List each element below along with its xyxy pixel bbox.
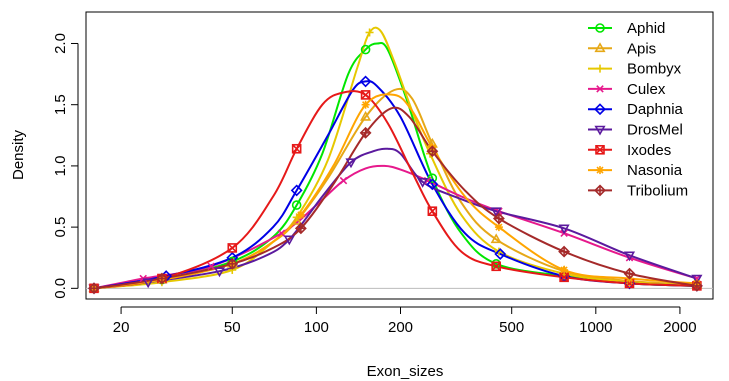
point-ixodes [291,143,302,154]
legend-label: DrosMel [627,122,683,139]
point-drosmel [490,207,502,218]
legend-item-tribolium: Tribolium [588,182,688,199]
x-tick-label: 20 [113,319,130,336]
series-line-daphnia [93,80,697,290]
x-tick-label: 200 [388,319,413,336]
point-ixodes [360,90,371,100]
point-drosmel [213,267,226,278]
point-daphnia [359,75,372,88]
point-drosmel [691,274,703,285]
legend-marker-culex [596,85,604,93]
legend-item-daphnia: Daphnia [588,101,684,118]
plot-area [85,11,714,300]
point-drosmel [142,278,154,289]
point-ixodes [491,261,501,272]
legend-item-nasonia: Nasonia [588,162,683,179]
legend-label: Nasonia [627,162,683,179]
point-daphnia [290,184,303,197]
legend-label: Culex [627,81,666,98]
point-nasonia [296,210,305,219]
point-apis [291,214,303,225]
point-tribolium [155,272,168,285]
legend-label: Apis [627,40,656,57]
point-tribolium [690,279,703,292]
legend: Aphid Apis Bombyx Culex Daphnia DrosMel Ixodes… [588,20,688,199]
y-tick-label: 0.5 [52,217,69,238]
point-drosmel [417,178,429,188]
legend-label: Aphid [627,20,665,37]
x-tick-label: 100 [304,319,329,336]
series-line-drosmel [93,147,698,290]
point-aphid [427,173,438,183]
point-drosmel [558,224,570,235]
legend-marker-bombyx [596,64,604,73]
point-apis [360,110,372,121]
point-nasonia [560,265,569,274]
point-tribolium [226,257,239,270]
point-aphid [291,200,302,210]
x-tick-label: 50 [224,319,241,336]
y-tick-label: 0.0 [52,278,69,299]
series-line-apis [93,87,697,290]
point-tribolium [623,267,636,280]
legend-label: Bombyx [627,61,682,78]
series-line-culex [93,164,698,290]
y-axis: 0.0 0.5 1.0 1.5 2.0 [52,33,79,299]
legend-item-culex: Culex [588,81,666,98]
point-tribolium [88,282,100,295]
point-bombyx [365,28,374,37]
point-culex [339,176,348,185]
legend-item-aphid: Aphid [588,20,665,37]
point-drosmel [345,158,357,169]
point-culex [207,262,215,271]
legend-item-ixodes: Ixodes [588,142,671,159]
legend-label: Tribolium [627,182,688,199]
point-drosmel [623,251,636,262]
legend-marker-aphid [595,23,605,33]
point-culex [277,229,286,238]
y-tick-label: 1.0 [52,155,69,176]
y-axis-title: Density [10,129,27,180]
legend-marker-daphnia [594,103,606,116]
point-tribolium [558,245,571,258]
legend-label: Ixodes [627,142,671,159]
x-tick-label: 500 [499,319,524,336]
legend-marker-apis [594,42,606,53]
legend-marker-tribolium [594,184,606,197]
x-tick-label: 1000 [579,319,612,336]
point-apis [490,233,502,244]
legend-label: Daphnia [627,101,684,118]
x-axis-title: Exon_sizes [367,363,444,380]
point-tribolium [426,145,439,158]
series-line-ixodes [93,90,697,290]
y-tick-label: 2.0 [52,33,69,54]
legend-item-apis: Apis [588,40,656,57]
point-ixodes [227,243,238,253]
point-tribolium [492,212,505,225]
point-aphid [360,44,371,55]
y-tick-label: 1.5 [52,94,69,115]
point-tribolium [294,222,307,235]
x-axis: 20 50 100 200 500 1000 2000 [113,306,697,336]
series-line-tribolium [93,106,698,290]
legend-item-bombyx: Bombyx [588,61,682,78]
legend-marker-nasonia [596,166,604,175]
x-tick-label: 2000 [663,319,696,336]
legend-marker-drosmel [594,125,606,136]
point-daphnia [426,178,439,191]
legend-marker-ixodes [595,145,605,155]
point-drosmel [283,235,295,246]
point-ixodes [427,206,438,217]
legend-item-drosmel: DrosMel [588,122,683,139]
point-tribolium [359,126,372,139]
series-curves [93,26,698,290]
series-line-bombyx [93,26,697,290]
series-markers [88,28,703,295]
point-nasonia [361,100,370,109]
point-daphnia [494,248,507,260]
series-line-aphid [93,42,697,290]
